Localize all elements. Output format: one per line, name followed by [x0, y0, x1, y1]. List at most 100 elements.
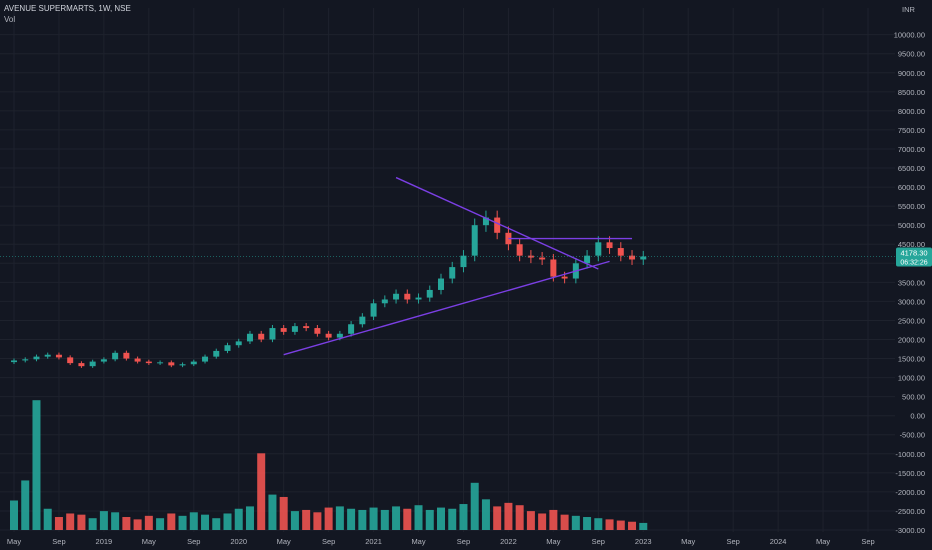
volume-bar — [54, 517, 63, 530]
candle-body — [471, 225, 478, 256]
time-tick-label: May — [681, 537, 695, 546]
volume-bar — [99, 511, 108, 530]
volume-bar — [369, 507, 378, 530]
candle-body — [404, 293, 411, 300]
time-axis[interactable]: May Sep 2019 May Sep 2020 May Sep 2021 May Sep 2022… — [7, 537, 875, 546]
candle-body — [606, 242, 613, 249]
candle-body — [123, 352, 130, 359]
time-tick-label: Sep — [457, 537, 470, 546]
candle-body — [527, 255, 534, 258]
volume-bar — [144, 515, 153, 530]
price-tick-label: 9500.00 — [898, 50, 925, 59]
volume-bar — [257, 453, 266, 530]
candle-body — [550, 259, 557, 277]
candle-body — [314, 328, 321, 334]
price-tick-label: 3000.00 — [898, 297, 925, 306]
last-price-badge — [896, 247, 932, 267]
volume-bar — [268, 494, 277, 530]
bar-countdown: 06:32:26 — [900, 259, 927, 266]
candle-body — [629, 255, 636, 260]
price-tick-label: 3500.00 — [898, 278, 925, 287]
time-tick-label: May — [277, 537, 291, 546]
volume-bar — [189, 512, 198, 530]
candle-body — [348, 324, 355, 334]
volume-bar — [178, 515, 187, 530]
volume-bar — [156, 518, 165, 530]
candle-body — [584, 255, 591, 264]
time-tick-label: May — [546, 537, 560, 546]
candle-body — [235, 341, 242, 346]
price-tick-label: 9000.00 — [898, 69, 925, 78]
trendlines[interactable] — [283, 176, 633, 356]
candle-body — [393, 293, 400, 300]
volume-bar — [616, 520, 625, 530]
volume-bar — [111, 512, 120, 530]
volume-bar — [605, 519, 614, 530]
price-tick-label: -1500.00 — [895, 469, 925, 478]
time-tick-label: Sep — [861, 537, 874, 546]
volume-bar — [77, 514, 86, 530]
volume-bar — [560, 514, 569, 530]
volume-bar — [223, 513, 232, 530]
price-tick-label: -500.00 — [900, 431, 925, 440]
volume-bar — [437, 507, 445, 530]
trendline-ascending[interactable] — [283, 260, 610, 356]
volume-bar — [380, 509, 389, 530]
candle-body — [336, 333, 343, 338]
candle-body — [246, 333, 253, 342]
candle-body — [78, 363, 85, 367]
volume-bar — [470, 482, 479, 530]
candle-body — [640, 256, 647, 260]
candle-body — [157, 362, 164, 364]
price-tick-label: 2500.00 — [898, 316, 925, 325]
volume-bar — [212, 518, 221, 530]
candle-body — [449, 267, 456, 279]
time-tick-label: 2023 — [635, 537, 652, 546]
symbol-title[interactable]: AVENUE SUPERMARTS, 1W, NSE — [4, 4, 131, 13]
candle-body — [426, 289, 433, 298]
volume-bar — [302, 509, 311, 530]
price-tick-label: 7500.00 — [898, 126, 925, 135]
volume-bar — [245, 506, 254, 530]
candle-body — [168, 362, 175, 366]
candle-body — [89, 361, 96, 367]
volume-indicator-label[interactable]: Vol — [4, 15, 16, 24]
candle-body — [269, 328, 276, 340]
volume-bar — [526, 511, 535, 530]
volume-bar — [324, 507, 333, 530]
volume-bar — [403, 508, 412, 530]
price-tick-label: 7000.00 — [898, 145, 925, 154]
volume-bar — [347, 508, 356, 530]
candle-body — [134, 358, 141, 362]
volume-bar — [493, 506, 502, 530]
price-tick-label: 8500.00 — [898, 88, 925, 97]
candle-body — [213, 350, 220, 357]
price-tick-label: 2000.00 — [898, 335, 925, 344]
volume-bar — [88, 518, 97, 530]
price-tick-label: 8000.00 — [898, 107, 925, 116]
time-tick-label: 2021 — [365, 537, 382, 546]
price-tick-label: -2500.00 — [895, 507, 925, 516]
candle-body — [67, 357, 74, 364]
volume-bar — [66, 513, 75, 530]
price-tick-label: -3000.00 — [895, 526, 925, 535]
candle-body — [11, 360, 17, 363]
candle-body — [291, 326, 298, 332]
time-tick-label: 2024 — [770, 537, 787, 546]
candle-body — [258, 333, 265, 340]
volume-bar — [358, 509, 367, 530]
trendline-descending[interactable] — [395, 176, 599, 270]
candle-body — [145, 361, 152, 364]
volume-bar — [538, 513, 547, 530]
price-tick-label: -2000.00 — [895, 488, 925, 497]
price-tick-label: 1500.00 — [898, 355, 925, 364]
price-axis[interactable]: 10000.00 9500.00 9000.00 8500.00 8000.00 7500… — [894, 31, 925, 535]
volume-bar — [392, 506, 401, 530]
candle-body — [482, 217, 489, 226]
candle-body — [100, 359, 107, 362]
volume-bar — [481, 499, 490, 530]
candle-body — [381, 299, 388, 304]
volume-bar — [290, 511, 299, 530]
